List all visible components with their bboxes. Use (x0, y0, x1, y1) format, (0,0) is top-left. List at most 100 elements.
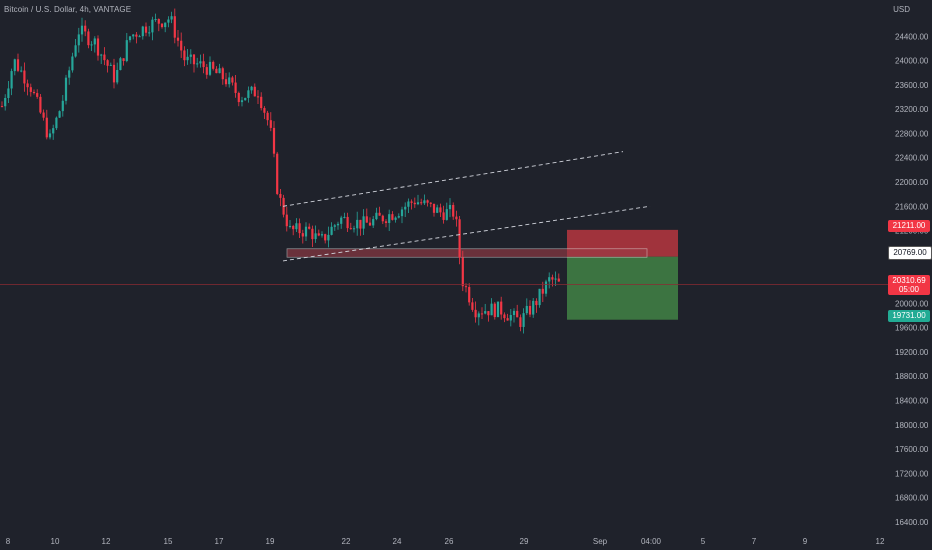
candle-down (308, 226, 311, 229)
y-tick-label: 16800.00 (895, 494, 929, 503)
y-tick-label: 24400.00 (895, 32, 929, 41)
x-tick-label: 24 (393, 537, 402, 546)
candle-up (448, 204, 452, 210)
y-tick-label: 22000.00 (895, 178, 929, 187)
candle-up (90, 44, 93, 46)
take-profit-zone[interactable] (567, 256, 678, 320)
candle-up (116, 70, 119, 83)
candle-down (36, 93, 39, 97)
candle-up (189, 54, 192, 57)
candle-up (151, 19, 154, 33)
candle-up (496, 301, 500, 318)
candle-up (148, 32, 151, 34)
candle-up (109, 64, 112, 66)
candle-down (455, 216, 458, 220)
candle-up (484, 311, 487, 314)
channel-upper-line[interactable] (282, 151, 624, 207)
candle-down (32, 91, 36, 94)
candle-down (263, 108, 266, 113)
candle-up (400, 209, 404, 217)
candle-down (500, 301, 503, 315)
candle-down (429, 202, 432, 204)
candle-up (7, 88, 10, 98)
candle-up (250, 86, 253, 91)
candle-down (391, 214, 394, 220)
candle-up (490, 303, 493, 316)
candle-up (68, 70, 71, 78)
candle-down (237, 92, 240, 103)
candle-down (279, 193, 282, 198)
candle-countdown: 05:00 (898, 285, 920, 294)
x-tick-label: 7 (752, 537, 757, 546)
candle-down (23, 70, 26, 84)
candle-up (196, 63, 199, 65)
candle-up (80, 25, 84, 35)
candle-up (64, 77, 68, 101)
x-tick-label: 9 (803, 537, 808, 546)
candle-down (464, 286, 468, 288)
x-tick-label: 12 (876, 537, 885, 546)
candle-up (125, 40, 128, 62)
candle-down (224, 79, 228, 85)
supply-zone[interactable] (286, 248, 648, 258)
candle-up (128, 36, 132, 41)
candle-down (269, 120, 272, 128)
candle-down (253, 86, 256, 97)
y-tick-label: 17200.00 (895, 469, 929, 478)
x-tick-label: 17 (215, 537, 224, 546)
y-tick-label: 20000.00 (895, 299, 929, 308)
y-tick-label: 17600.00 (895, 445, 929, 454)
candle-down (346, 216, 349, 229)
candle-up (512, 310, 516, 316)
x-tick-label: 19 (266, 537, 275, 546)
candle-up (548, 277, 551, 282)
candle-down (461, 257, 464, 287)
candle-down (144, 26, 148, 33)
candle-down (311, 228, 314, 240)
candle-up (55, 117, 58, 129)
candle-down (471, 302, 474, 310)
candle-up (100, 54, 103, 56)
candle-down (378, 212, 381, 216)
candle-up (327, 234, 330, 241)
candle-down (84, 25, 87, 32)
candle-up (199, 61, 202, 64)
candle-up (167, 19, 170, 23)
candle-down (439, 207, 442, 213)
candle-up (154, 19, 157, 21)
candle-down (39, 96, 42, 113)
candle-down (516, 310, 519, 318)
x-tick-label: Sep (593, 537, 608, 546)
candle-down (202, 61, 205, 68)
candle-down (42, 112, 45, 118)
candle-down (292, 225, 295, 230)
candle-down (541, 288, 544, 294)
candle-up (186, 56, 189, 61)
y-tick-label: 18400.00 (895, 397, 929, 406)
candle-down (176, 37, 180, 41)
y-tick-label: 16400.00 (895, 518, 929, 527)
candle-up (20, 70, 23, 72)
candle-up (320, 234, 324, 236)
candle-up (525, 305, 528, 314)
candle-up (58, 111, 61, 118)
symbol-title: Bitcoin / U.S. Dollar, 4h, VANTAGE (4, 5, 132, 14)
x-tick-label: 04:00 (641, 537, 662, 546)
candle-down (157, 19, 160, 24)
candle-down (493, 303, 496, 318)
x-tick-label: 10 (51, 537, 60, 546)
candle-down (183, 50, 186, 61)
candle-down (298, 223, 301, 234)
candle-down (410, 201, 413, 203)
channel-lower-line[interactable] (282, 205, 651, 262)
y-tick-label: 19200.00 (895, 348, 929, 357)
candle-up (436, 207, 439, 213)
candle-up (164, 22, 167, 28)
candle-down (519, 317, 522, 327)
candle-up (336, 223, 340, 226)
candle-up (247, 90, 250, 98)
y-tick-label: 21600.00 (895, 202, 929, 211)
candle-up (509, 315, 512, 321)
